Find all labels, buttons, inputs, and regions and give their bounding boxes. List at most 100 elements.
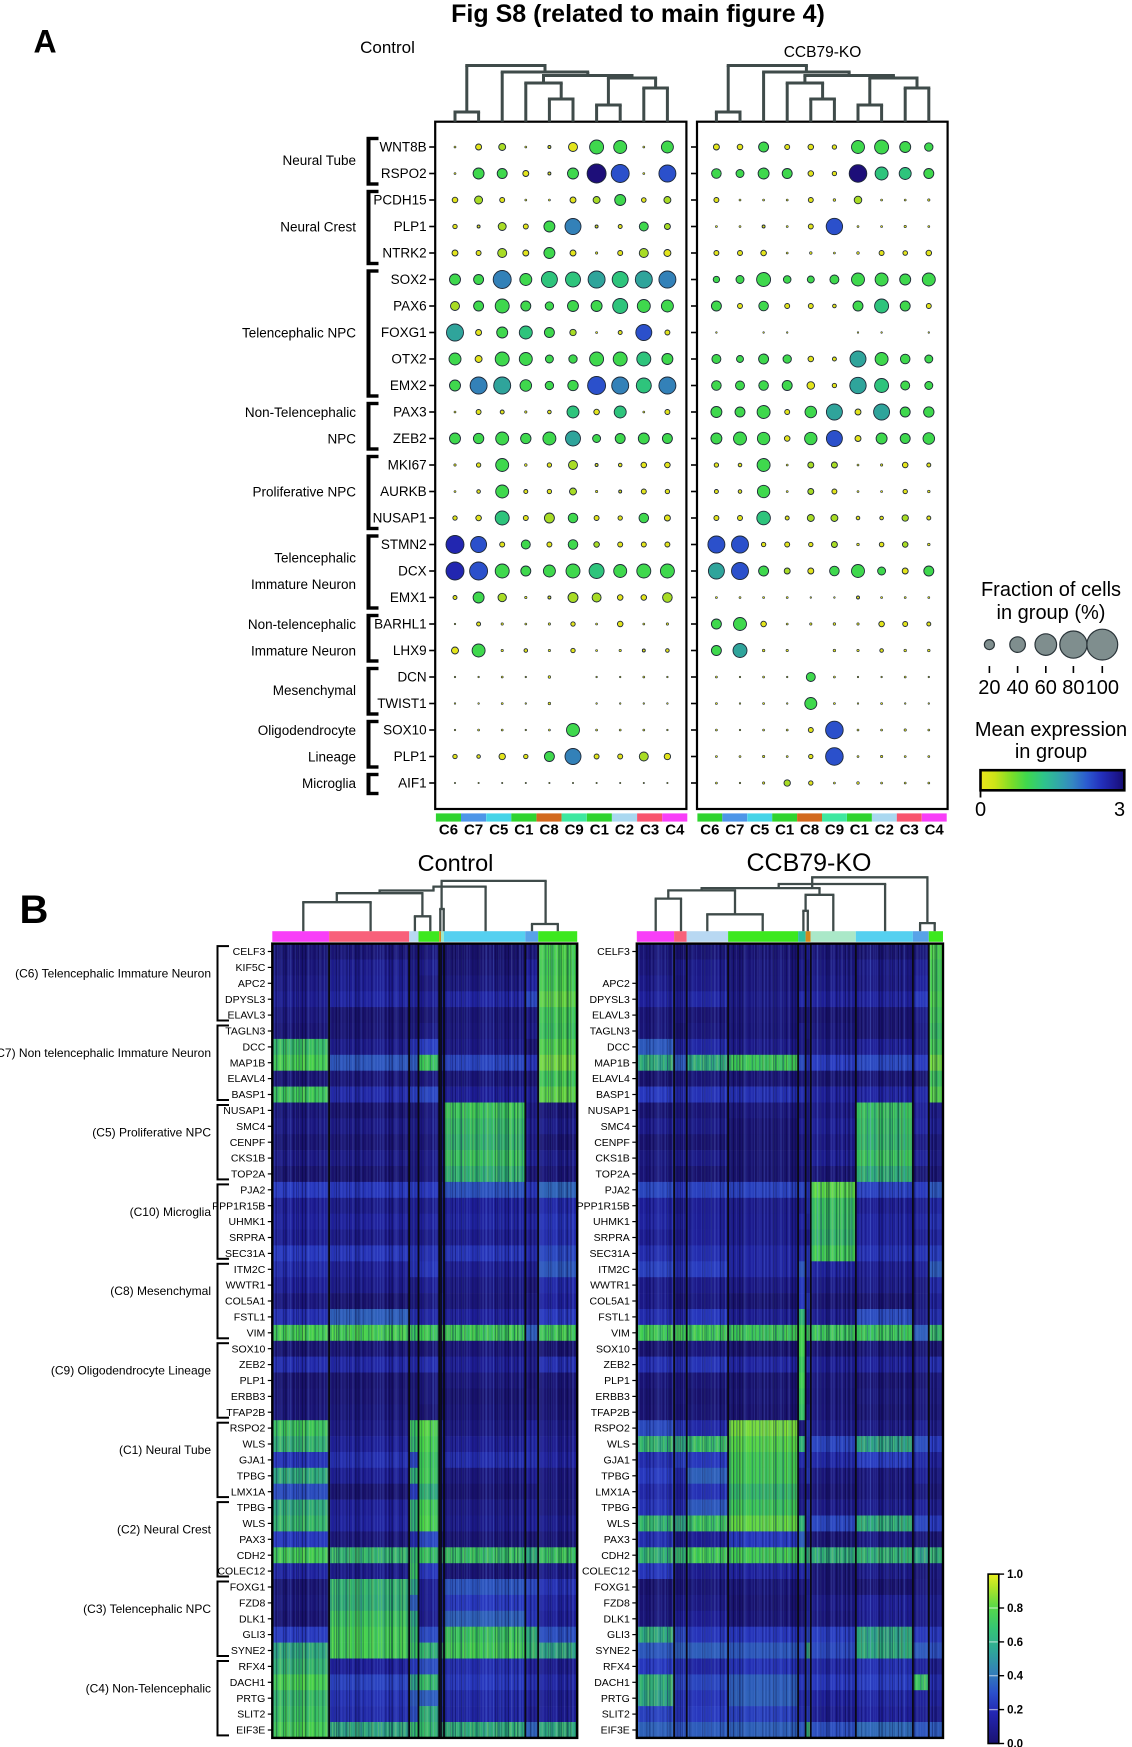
svg-text:DPYSL3: DPYSL3 (225, 994, 265, 1006)
svg-text:EMX1: EMX1 (390, 590, 427, 605)
svg-text:WNT8B: WNT8B (379, 140, 426, 155)
svg-text:NUSAP1: NUSAP1 (588, 1105, 630, 1117)
svg-text:TWIST1: TWIST1 (377, 696, 427, 711)
svg-text:BASP1: BASP1 (596, 1089, 630, 1101)
svg-text:(C10) Microglia: (C10) Microglia (130, 1205, 212, 1219)
svg-text:C1: C1 (590, 822, 609, 839)
svg-text:C2: C2 (615, 822, 634, 839)
svg-text:Mesenchymal: Mesenchymal (273, 683, 356, 698)
svg-text:GLI3: GLI3 (243, 1629, 266, 1641)
svg-text:COLEC12: COLEC12 (217, 1566, 265, 1578)
svg-text:PCDH15: PCDH15 (373, 193, 426, 208)
svg-text:VIM: VIM (247, 1327, 266, 1339)
svg-text:(C4) Non-Telencephalic: (C4) Non-Telencephalic (86, 1681, 211, 1695)
svg-text:Control: Control (360, 38, 415, 57)
svg-text:CCB79-KO: CCB79-KO (784, 44, 862, 61)
svg-text:UHMK1: UHMK1 (593, 1216, 630, 1228)
svg-text:PPP1R15B: PPP1R15B (212, 1200, 265, 1212)
svg-text:C8: C8 (800, 822, 819, 839)
svg-text:LMX1A: LMX1A (595, 1486, 629, 1498)
svg-text:TPBG: TPBG (237, 1502, 266, 1514)
svg-text:Mean expression: Mean expression (975, 719, 1127, 741)
svg-text:ZEB2: ZEB2 (239, 1359, 265, 1371)
svg-text:EIF3E: EIF3E (236, 1725, 265, 1737)
svg-text:CCB79-KO: CCB79-KO (746, 849, 871, 877)
svg-text:COL5A1: COL5A1 (590, 1296, 630, 1308)
svg-text:DCC: DCC (607, 1042, 630, 1054)
svg-text:SLIT2: SLIT2 (237, 1709, 265, 1721)
svg-text:Microglia: Microglia (302, 776, 357, 791)
svg-text:(C1) Neural Tube: (C1) Neural Tube (119, 1443, 211, 1457)
svg-text:Neural Tube: Neural Tube (282, 153, 356, 168)
svg-text:C1: C1 (850, 822, 869, 839)
svg-text:PRTG: PRTG (236, 1693, 265, 1705)
svg-text:Non-Telencephalic: Non-Telencephalic (245, 405, 356, 420)
svg-text:CENPF: CENPF (594, 1137, 630, 1149)
svg-text:DLK1: DLK1 (604, 1613, 630, 1625)
svg-text:ITM2C: ITM2C (234, 1264, 266, 1276)
svg-text:WWTR1: WWTR1 (590, 1280, 630, 1292)
svg-text:DCN: DCN (397, 670, 426, 685)
svg-text:in group (%): in group (%) (997, 602, 1106, 624)
svg-text:Immature Neuron: Immature Neuron (251, 643, 356, 658)
svg-text:SMC4: SMC4 (601, 1121, 630, 1133)
svg-text:C1: C1 (514, 822, 533, 839)
svg-text:RSPO2: RSPO2 (381, 166, 427, 181)
svg-text:C2: C2 (875, 822, 894, 839)
svg-text:in group: in group (1015, 741, 1087, 763)
svg-text:60: 60 (1035, 677, 1057, 699)
svg-text:(C8) Mesenchymal: (C8) Mesenchymal (110, 1284, 211, 1298)
svg-text:PLP1: PLP1 (604, 1375, 630, 1387)
svg-text:C6: C6 (700, 822, 719, 839)
svg-text:C9: C9 (825, 822, 844, 839)
svg-text:FOXG1: FOXG1 (594, 1582, 630, 1594)
svg-text:FOXG1: FOXG1 (230, 1582, 266, 1594)
svg-text:RFX4: RFX4 (238, 1661, 265, 1673)
svg-text:C1: C1 (775, 822, 794, 839)
svg-text:WLS: WLS (607, 1439, 630, 1451)
svg-text:C5: C5 (489, 822, 508, 839)
svg-text:RSPO2: RSPO2 (230, 1423, 266, 1435)
svg-text:ZEB2: ZEB2 (604, 1359, 630, 1371)
svg-text:LMX1A: LMX1A (231, 1486, 265, 1498)
svg-text:(C2) Neural Crest: (C2) Neural Crest (117, 1523, 212, 1537)
svg-text:(C6) Telencephalic Immature Ne: (C6) Telencephalic Immature Neuron (15, 967, 211, 981)
svg-text:SRPRA: SRPRA (594, 1232, 630, 1244)
svg-text:DCC: DCC (243, 1042, 266, 1054)
svg-text:20: 20 (978, 677, 1000, 699)
svg-text:CELF3: CELF3 (597, 946, 630, 958)
svg-text:TOP2A: TOP2A (596, 1169, 630, 1181)
svg-text:KIF5C: KIF5C (236, 962, 266, 974)
svg-text:(C7) Non telencephalic Immatur: (C7) Non telencephalic Immature Neuron (0, 1046, 211, 1060)
svg-text:PAX6: PAX6 (393, 299, 427, 314)
svg-text:TFAP2B: TFAP2B (226, 1407, 265, 1419)
svg-text:Lineage: Lineage (308, 749, 356, 764)
svg-text:COLEC12: COLEC12 (582, 1566, 630, 1578)
svg-text:Immature Neuron: Immature Neuron (251, 577, 356, 592)
svg-text:80: 80 (1062, 677, 1084, 699)
svg-text:OTX2: OTX2 (391, 352, 426, 367)
svg-text:DLK1: DLK1 (239, 1613, 265, 1625)
svg-text:ERBB3: ERBB3 (231, 1391, 266, 1403)
svg-text:ZEB2: ZEB2 (393, 431, 427, 446)
svg-text:PAX3: PAX3 (393, 405, 427, 420)
svg-text:AURKB: AURKB (380, 484, 427, 499)
svg-text:VIM: VIM (611, 1327, 630, 1339)
svg-text:Non-telencephalic: Non-telencephalic (248, 617, 356, 632)
svg-text:DACH1: DACH1 (594, 1677, 630, 1689)
svg-text:WLS: WLS (243, 1439, 266, 1451)
svg-text:SYNE2: SYNE2 (231, 1645, 266, 1657)
svg-text:SOX2: SOX2 (391, 272, 427, 287)
svg-text:C9: C9 (565, 822, 584, 839)
svg-text:ITM2C: ITM2C (598, 1264, 630, 1276)
svg-text:SRPRA: SRPRA (229, 1232, 265, 1244)
svg-text:MKI67: MKI67 (388, 458, 427, 473)
svg-text:Telencephalic: Telencephalic (274, 551, 356, 566)
svg-text:MAP1B: MAP1B (230, 1057, 266, 1069)
svg-text:TPBG: TPBG (601, 1470, 630, 1482)
svg-text:PRTG: PRTG (601, 1693, 630, 1705)
svg-text:BASP1: BASP1 (231, 1089, 265, 1101)
svg-text:40: 40 (1006, 677, 1028, 699)
svg-text:DPYSL3: DPYSL3 (590, 994, 630, 1006)
svg-text:C8: C8 (540, 822, 559, 839)
